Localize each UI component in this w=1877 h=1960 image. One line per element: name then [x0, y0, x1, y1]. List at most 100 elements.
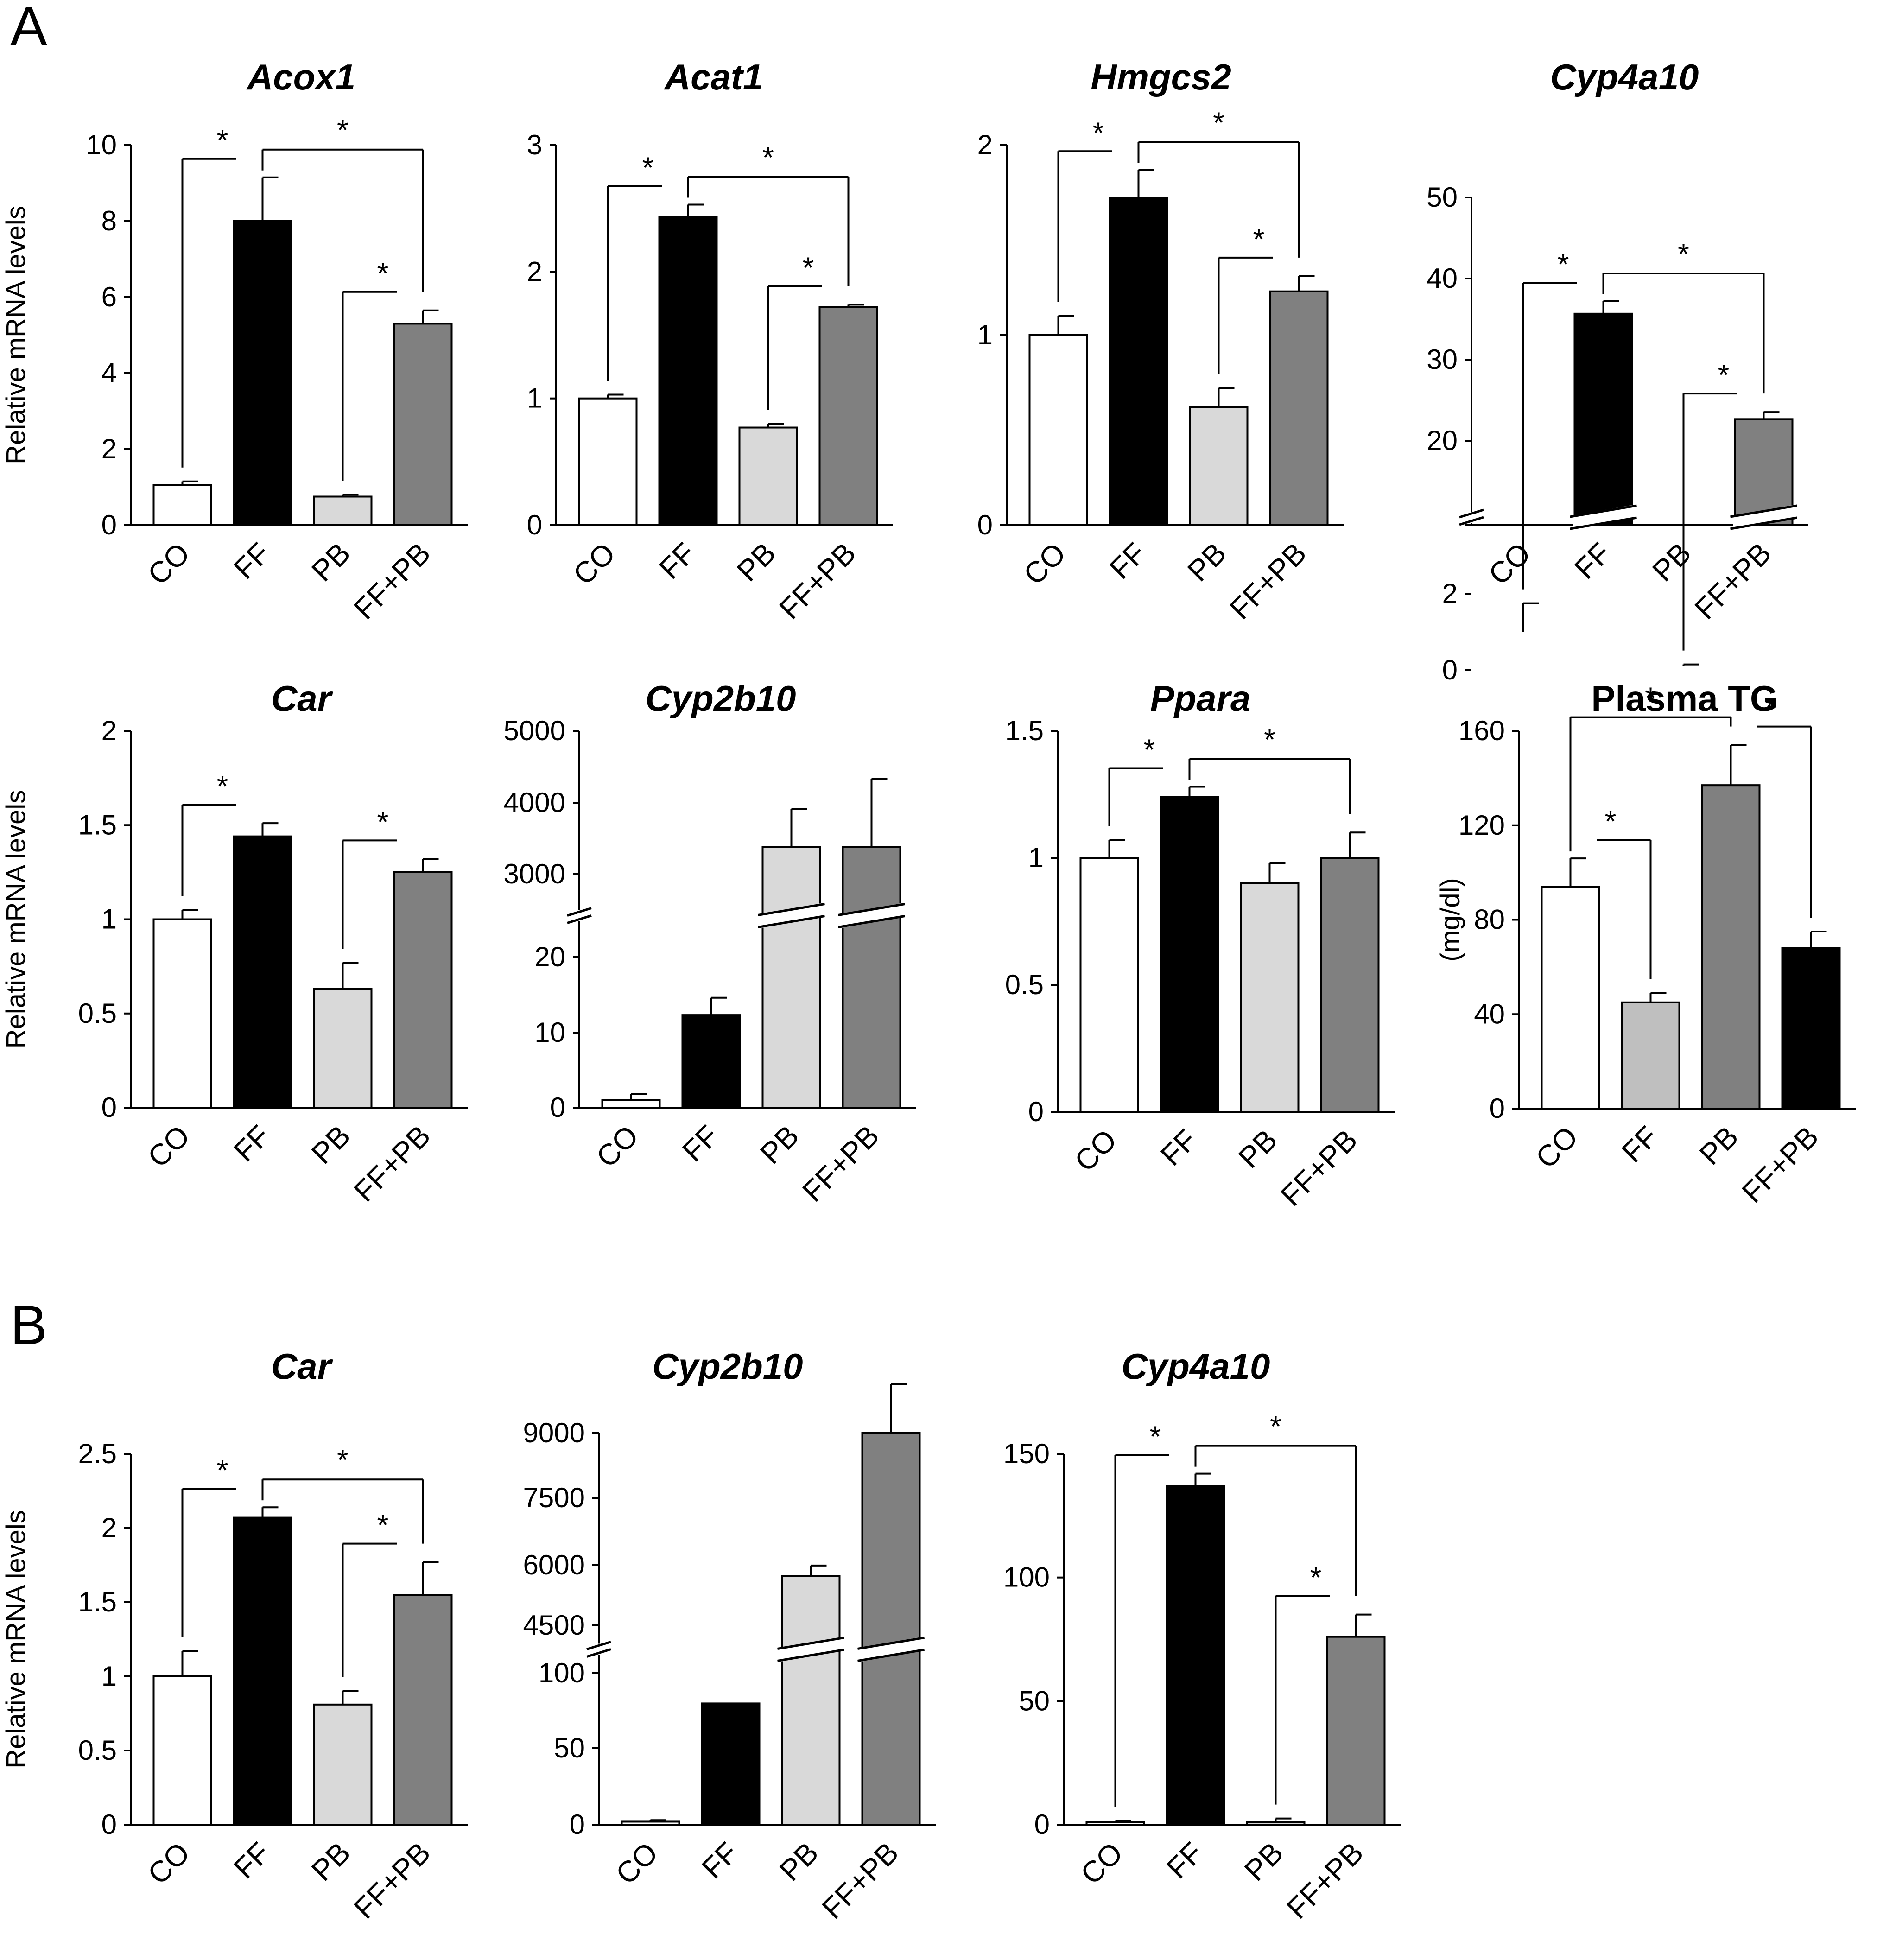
y-tick-label: 0.5 — [78, 1735, 117, 1766]
y-tick-label: 120 — [1458, 810, 1505, 841]
bar-break-mark — [1570, 516, 1637, 530]
significance-star: * — [217, 769, 228, 803]
y-tick-label: 0 — [527, 509, 542, 540]
significance-star: * — [337, 1443, 349, 1477]
y-tick-label: 0 — [1028, 1096, 1044, 1127]
y-tick-label: 50 — [1427, 182, 1458, 213]
bar-break-mark — [1730, 516, 1797, 530]
bar-ffpb — [393, 323, 453, 526]
axis-break-mark — [1459, 508, 1484, 519]
y-tick-label: 1 — [101, 904, 117, 935]
bar-co — [1541, 886, 1600, 1110]
bar-pb — [738, 426, 798, 526]
significance-star: * — [1718, 358, 1730, 392]
y-tick-label: 4000 — [504, 787, 565, 818]
y-tick-label: 2.5 — [78, 1438, 117, 1469]
y-tick-label: 1 — [977, 319, 993, 350]
y-tick-label: 100 — [539, 1657, 585, 1688]
bar-co — [578, 397, 638, 526]
y-axis-label: Relative mRNA levels — [1, 1510, 31, 1769]
bar-ffpb — [861, 1432, 921, 1826]
y-tick-label: 80 — [1474, 904, 1505, 935]
chart-title: Acox1 — [246, 57, 355, 97]
chart-title: Cyp2b10 — [652, 1346, 803, 1387]
significance-star: * — [1765, 691, 1777, 725]
y-tick-label: 1.5 — [78, 809, 117, 840]
y-tick-label: 20 — [534, 941, 565, 972]
y-tick-label: 8 — [101, 205, 117, 236]
significance-star: * — [1270, 1410, 1281, 1443]
y-axis-label: Relative mRNA levels — [1, 206, 31, 464]
y-tick-label: 10 — [534, 1017, 565, 1048]
bar-pb — [761, 846, 821, 1109]
y-tick-label: 0 — [550, 1092, 565, 1123]
y-tick-label: 1 — [527, 383, 542, 414]
bar-pb — [1246, 1821, 1306, 1826]
chart-title: Acat1 — [664, 57, 763, 97]
bar-ffpb — [1269, 290, 1329, 526]
bar-ffpb — [1781, 947, 1841, 1110]
significance-star: * — [642, 151, 654, 184]
y-tick-label: 2 — [101, 1512, 117, 1543]
bar-ff — [1573, 312, 1633, 526]
y-tick-label: 50 — [554, 1732, 585, 1763]
y-tick-label: 0 — [101, 1092, 117, 1123]
y-tick-label: 6000 — [523, 1549, 585, 1580]
bar-ffpb — [818, 306, 878, 526]
y-tick-label: 0 — [1034, 1809, 1050, 1840]
bar-ff — [233, 1516, 292, 1826]
bar-pb — [1701, 784, 1761, 1110]
bar-ff — [1109, 197, 1168, 526]
bar-break-gap — [1571, 505, 1636, 530]
bar-break-gap — [759, 903, 824, 928]
y-tick-label: 0 — [1490, 1093, 1505, 1124]
y-tick-label: 4 — [101, 357, 117, 388]
y-tick-label: 50 — [1019, 1685, 1050, 1716]
significance-star: * — [803, 251, 814, 284]
chart-title: Cyp4a10 — [1122, 1346, 1270, 1387]
significance-star: * — [1678, 237, 1689, 271]
bar-co — [152, 918, 212, 1109]
y-tick-label: 10 — [86, 129, 117, 160]
chart-title: Cyp4a10 — [1550, 57, 1699, 97]
bar-pb — [313, 988, 373, 1109]
y-tick-label: 0.5 — [78, 998, 117, 1029]
bar-break-mark — [838, 903, 905, 916]
bar-ffpb — [393, 1594, 453, 1826]
bar-break-mark — [777, 1637, 844, 1650]
significance-star: * — [1213, 106, 1224, 139]
y-tick-label: 30 — [1427, 344, 1458, 375]
significance-star: * — [1605, 805, 1617, 838]
axis-break-mark — [567, 914, 592, 924]
y-tick-label: 3000 — [504, 858, 565, 889]
panel-label-a: A — [10, 0, 47, 57]
bar-ff — [681, 1014, 741, 1109]
y-axis-label: Relative mRNA levels — [1, 790, 31, 1049]
bar-ffpb — [1326, 1636, 1386, 1826]
bar-break-mark — [758, 903, 825, 916]
y-tick-label: 0 — [1442, 654, 1458, 685]
bar-break-gap — [839, 903, 904, 928]
y-tick-label: 40 — [1474, 998, 1505, 1029]
y-tick-label: 0 — [570, 1809, 585, 1840]
bar-break-mark — [1570, 504, 1637, 518]
bar-ff — [658, 216, 718, 526]
bar-ff — [233, 835, 292, 1109]
y-tick-label: 1 — [1028, 842, 1044, 873]
chart-title: Ppara — [1150, 678, 1251, 719]
bar-ff — [233, 220, 292, 526]
bar-co — [1085, 1821, 1145, 1826]
y-tick-label: 2 — [977, 129, 993, 160]
significance-star: * — [762, 140, 774, 174]
y-tick-label: 100 — [1003, 1562, 1050, 1593]
bar-co — [621, 1820, 680, 1826]
bar-co — [601, 1099, 661, 1109]
bar-ff — [1160, 796, 1219, 1113]
y-tick-label: 0 — [101, 509, 117, 540]
bar-ffpb — [393, 871, 453, 1109]
y-tick-label: 20 — [1427, 425, 1458, 456]
y-tick-label: 5000 — [504, 715, 565, 746]
y-tick-label: 160 — [1458, 715, 1505, 746]
